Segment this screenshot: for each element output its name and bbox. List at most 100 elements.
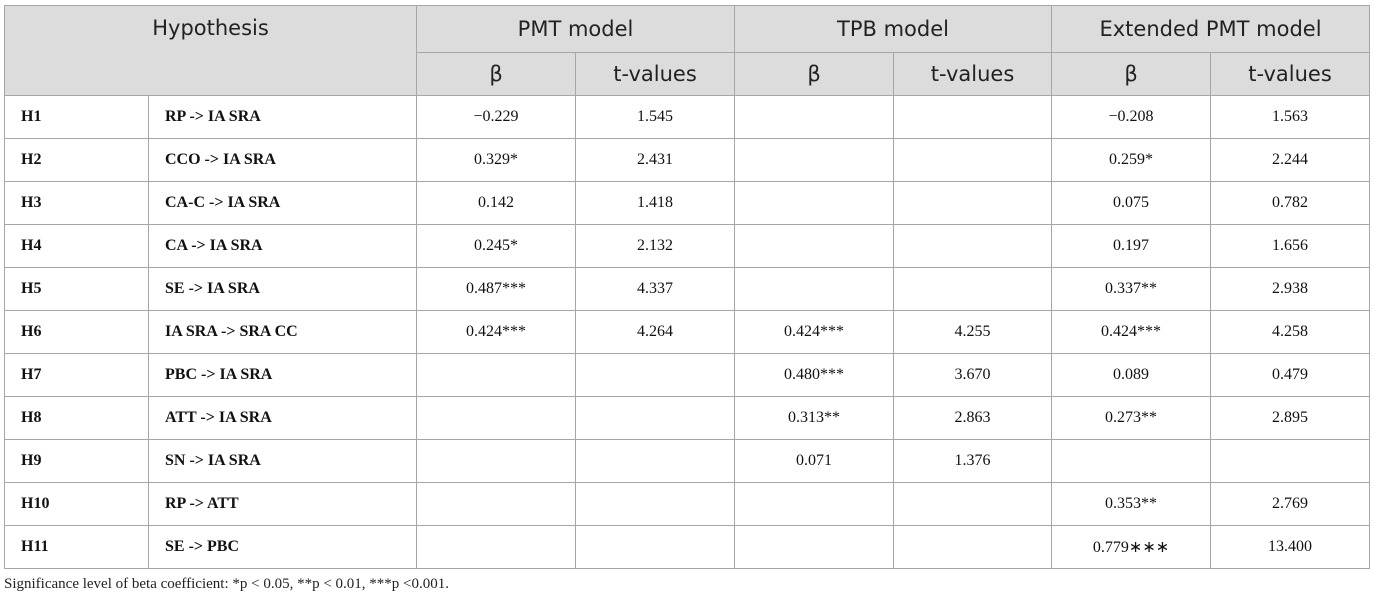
value-cell: 0.424*** xyxy=(416,310,577,354)
value-cell xyxy=(1051,439,1212,483)
table-body: H1 RP -> IA SRA −0.229 1.545 −0.208 1.563 H2 CC… xyxy=(4,95,1371,569)
hypothesis-path: SN -> IA SRA xyxy=(147,439,418,483)
value-cell: 13.400 xyxy=(1210,525,1371,569)
value-cell xyxy=(575,439,736,483)
value-cell xyxy=(734,525,895,569)
value-cell: 1.545 xyxy=(575,95,736,139)
value-cell: 4.255 xyxy=(893,310,1053,354)
hypothesis-id: H11 xyxy=(4,525,149,569)
hypothesis-id: H10 xyxy=(4,482,149,526)
value-cell xyxy=(893,482,1053,526)
footnote: Significance level of beta coefficient: … xyxy=(4,576,449,592)
value-cell: 0.273** xyxy=(1051,396,1212,440)
value-cell: 1.376 xyxy=(893,439,1053,483)
hypothesis-id: H3 xyxy=(4,181,149,225)
hypothesis-path: RP -> ATT xyxy=(147,482,418,526)
value-cell: 0.313** xyxy=(734,396,895,440)
table-row: H5 SE -> IA SRA 0.487*** 4.337 0.337** 2.938 xyxy=(4,267,1371,311)
value-cell xyxy=(893,267,1053,311)
value-cell xyxy=(893,525,1053,569)
value-cell: 0.245* xyxy=(416,224,577,268)
hypothesis-path: CA -> IA SRA xyxy=(147,224,418,268)
value-cell xyxy=(734,95,895,139)
value-cell: 0.480*** xyxy=(734,353,895,397)
value-cell: 2.769 xyxy=(1210,482,1371,526)
subheader-cell: t-values xyxy=(575,52,736,96)
value-cell xyxy=(1210,439,1371,483)
hypothesis-id: H6 xyxy=(4,310,149,354)
subheader-cell: β xyxy=(416,52,577,96)
value-cell: 4.264 xyxy=(575,310,736,354)
value-cell: 0.353** xyxy=(1051,482,1212,526)
value-cell: 0.782 xyxy=(1210,181,1371,225)
table-row: H10 RP -> ATT 0.353** 2.769 xyxy=(4,482,1371,526)
header-cell: TPB model xyxy=(734,5,1053,53)
value-cell: 0.142 xyxy=(416,181,577,225)
value-cell: 0.424*** xyxy=(1051,310,1212,354)
table-row: H9 SN -> IA SRA 0.071 1.376 xyxy=(4,439,1371,483)
hypothesis-id: H9 xyxy=(4,439,149,483)
hypothesis-id: H1 xyxy=(4,95,149,139)
value-cell: 0.089 xyxy=(1051,353,1212,397)
results-table: Hypothesis PMT model TPB model Extended … xyxy=(3,5,1371,569)
value-cell: 0.075 xyxy=(1051,181,1212,225)
table-row: H3 CA-C -> IA SRA 0.142 1.418 0.075 0.782 xyxy=(4,181,1371,225)
subheader-cell: β xyxy=(734,52,895,96)
subheader-cell: β xyxy=(1051,52,1212,96)
value-cell xyxy=(416,353,577,397)
value-cell xyxy=(575,353,736,397)
value-cell: −0.208 xyxy=(1051,95,1212,139)
value-cell: 0.779∗∗∗ xyxy=(1051,525,1212,569)
hypothesis-path: IA SRA -> SRA CC xyxy=(147,310,418,354)
value-cell: 1.418 xyxy=(575,181,736,225)
value-cell xyxy=(575,396,736,440)
value-cell: 4.258 xyxy=(1210,310,1371,354)
header-cell: PMT model xyxy=(416,5,736,53)
value-cell: 0.259* xyxy=(1051,138,1212,182)
table-row: H2 CCO -> IA SRA 0.329* 2.431 0.259* 2.244 xyxy=(4,138,1371,182)
hypothesis-id: H5 xyxy=(4,267,149,311)
hypothesis-path: PBC -> IA SRA xyxy=(147,353,418,397)
table-row: H7 PBC -> IA SRA 0.480*** 3.670 0.089 0.479 xyxy=(4,353,1371,397)
value-cell: 3.670 xyxy=(893,353,1053,397)
table-row: H11 SE -> PBC 0.779∗∗∗ 13.400 xyxy=(4,525,1371,569)
value-cell: 0.329* xyxy=(416,138,577,182)
value-cell xyxy=(893,224,1053,268)
value-cell: 2.132 xyxy=(575,224,736,268)
value-cell xyxy=(734,267,895,311)
value-cell: 1.563 xyxy=(1210,95,1371,139)
value-cell: 2.863 xyxy=(893,396,1053,440)
value-cell xyxy=(893,95,1053,139)
hypothesis-id: H4 xyxy=(4,224,149,268)
value-cell: 2.895 xyxy=(1210,396,1371,440)
value-cell: 2.938 xyxy=(1210,267,1371,311)
value-cell: −0.229 xyxy=(416,95,577,139)
value-cell: 0.424*** xyxy=(734,310,895,354)
hypothesis-path: CCO -> IA SRA xyxy=(147,138,418,182)
value-cell xyxy=(734,224,895,268)
header-cell: Hypothesis xyxy=(3,5,418,96)
value-cell xyxy=(575,482,736,526)
header-row: Hypothesis PMT model TPB model Extended … xyxy=(3,5,1371,96)
hypothesis-path: RP -> IA SRA xyxy=(147,95,418,139)
value-cell: 2.244 xyxy=(1210,138,1371,182)
value-cell xyxy=(416,525,577,569)
hypothesis-path: ATT -> IA SRA xyxy=(147,396,418,440)
value-cell: 0.197 xyxy=(1051,224,1212,268)
table-row: H4 CA -> IA SRA 0.245* 2.132 0.197 1.656 xyxy=(4,224,1371,268)
value-cell: 2.431 xyxy=(575,138,736,182)
subheader-cell: t-values xyxy=(893,52,1053,96)
value-cell xyxy=(734,138,895,182)
value-cell xyxy=(734,482,895,526)
value-cell: 0.071 xyxy=(734,439,895,483)
value-cell: 0.487*** xyxy=(416,267,577,311)
hypothesis-path: CA-C -> IA SRA xyxy=(147,181,418,225)
hypothesis-id: H8 xyxy=(4,396,149,440)
subheader-row: β t-values β t-values β t-values xyxy=(5,52,1371,96)
hypothesis-id: H2 xyxy=(4,138,149,182)
value-cell xyxy=(893,138,1053,182)
value-cell: 1.656 xyxy=(1210,224,1371,268)
value-cell: 0.479 xyxy=(1210,353,1371,397)
